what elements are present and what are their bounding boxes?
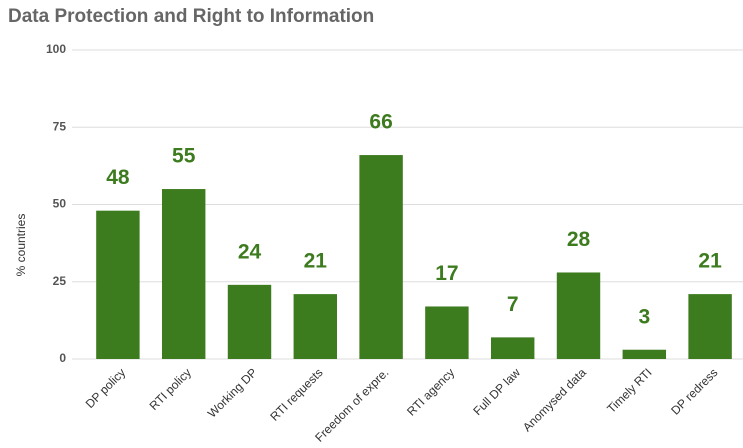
data-label: 21 bbox=[304, 250, 328, 273]
x-tick-label: Full DP law bbox=[470, 365, 523, 418]
x-tick-label: DP redress bbox=[668, 365, 720, 417]
x-tick-label: Freedom of expre. bbox=[312, 365, 391, 444]
data-label: 21 bbox=[698, 250, 722, 273]
x-tick-label: Working DP bbox=[205, 365, 260, 420]
data-label: 66 bbox=[369, 111, 392, 134]
bar bbox=[490, 337, 535, 359]
x-tick-label: Timely RTI bbox=[604, 365, 654, 415]
chart-title: Data Protection and Right to Information bbox=[8, 6, 374, 27]
data-label: 7 bbox=[507, 293, 519, 316]
data-label: 28 bbox=[567, 228, 591, 251]
data-label: 55 bbox=[172, 145, 196, 168]
x-tick-label: DP policy bbox=[83, 365, 129, 411]
data-label: 24 bbox=[238, 240, 262, 263]
x-tick-label: Anomysed data bbox=[520, 365, 589, 434]
bar bbox=[227, 284, 272, 359]
bar bbox=[556, 272, 601, 359]
y-tick-label: 25 bbox=[53, 274, 67, 288]
bar bbox=[688, 294, 732, 359]
data-label: 48 bbox=[106, 166, 130, 189]
data-label: 3 bbox=[638, 305, 650, 328]
y-tick-label: 75 bbox=[53, 119, 67, 133]
bar bbox=[425, 306, 469, 359]
bar bbox=[96, 210, 140, 359]
x-tick-label: RTI requests bbox=[267, 365, 325, 423]
y-tick-label: 100 bbox=[46, 42, 66, 56]
y-tick-label: 0 bbox=[59, 351, 66, 365]
x-tick-label: RTI policy bbox=[147, 365, 194, 412]
bar bbox=[293, 294, 338, 359]
data-label: 17 bbox=[435, 262, 458, 285]
bar bbox=[622, 349, 667, 359]
bar bbox=[161, 189, 206, 359]
x-tick-label: RTI agency bbox=[404, 365, 457, 418]
bar bbox=[359, 155, 403, 359]
y-tick-label: 50 bbox=[53, 197, 67, 211]
y-axis-label: % countries bbox=[14, 214, 28, 277]
